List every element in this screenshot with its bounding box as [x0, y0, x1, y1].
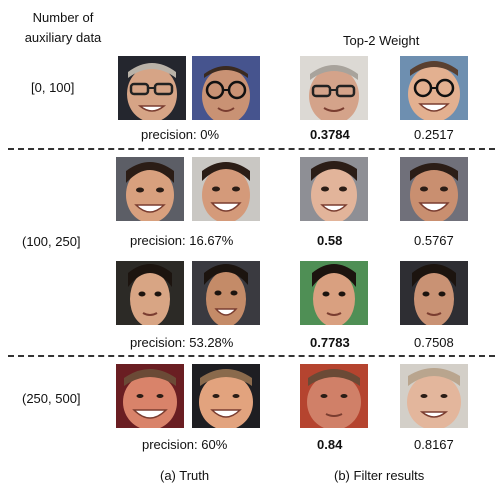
truth-face-3b [192, 261, 260, 325]
truth-face-4b [192, 364, 260, 428]
filter-face-3a [300, 261, 368, 325]
filter-face-2b [400, 157, 468, 221]
truth-face-1b [192, 56, 260, 120]
precision-label-4: precision: 60% [142, 437, 228, 452]
precision-label-2: precision: 16.67% [130, 233, 234, 248]
filter-face-3b [400, 261, 468, 325]
range-label-1: [0, 100] [31, 80, 75, 95]
weight-top2-2: 0.5767 [414, 233, 454, 248]
weight-top1-2: 0.58 [317, 233, 343, 248]
filter-face-1b [400, 56, 468, 120]
filter-face-4b [400, 364, 468, 428]
caption-truth: (a) Truth [160, 468, 210, 483]
left-column-title-line2: auxiliary data [24, 30, 102, 45]
truth-face-1a [118, 56, 186, 120]
range-label-2: (100, 250] [22, 234, 81, 249]
truth-face-2a [116, 157, 184, 221]
truth-face-2b [192, 157, 260, 221]
weight-top1-4: 0.84 [317, 437, 343, 452]
group-divider-2 [8, 355, 495, 357]
weight-top2-1: 0.2517 [414, 127, 454, 142]
weight-top2-3: 0.7508 [414, 335, 454, 350]
filter-face-1a [300, 56, 368, 120]
left-column-title-line1: Number of [32, 10, 94, 25]
range-label-3: (250, 500] [22, 391, 81, 406]
group-divider-1 [8, 148, 495, 150]
precision-label-3: precision: 53.28% [130, 335, 234, 350]
left-column-title: Number of auxiliary data [8, 10, 118, 46]
weight-top1-1: 0.3784 [310, 127, 350, 142]
weight-top1-3: 0.7783 [310, 335, 350, 350]
filter-face-2a [300, 157, 368, 221]
truth-face-3a [116, 261, 184, 325]
filter-face-4a [300, 364, 368, 428]
caption-filter-results: (b) Filter results [334, 468, 425, 483]
top2-weight-title: Top-2 Weight [343, 33, 420, 48]
weight-top2-4: 0.8167 [414, 437, 454, 452]
truth-face-4a [116, 364, 184, 428]
precision-label-1: precision: 0% [141, 127, 220, 142]
